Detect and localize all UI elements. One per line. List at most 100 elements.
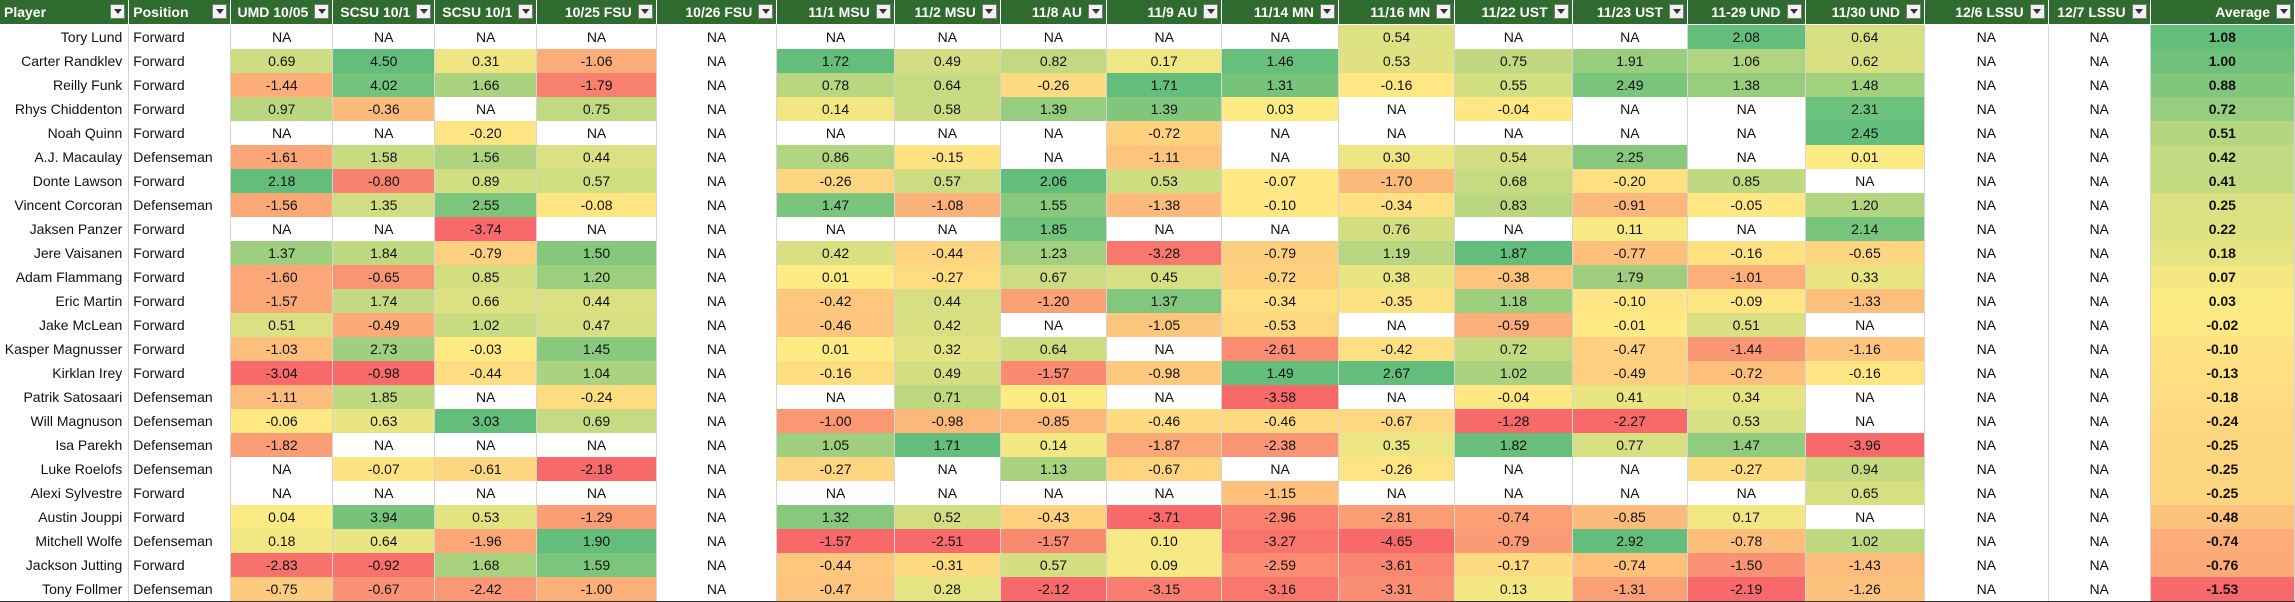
- score-cell[interactable]: 1.58: [332, 145, 436, 169]
- average-cell[interactable]: 0.22: [2150, 217, 2295, 241]
- player-cell[interactable]: Alexi Sylvestre: [0, 481, 130, 505]
- score-cell[interactable]: -1.43: [1805, 553, 1926, 577]
- score-cell[interactable]: -0.65: [332, 265, 436, 289]
- score-cell[interactable]: NA: [894, 24, 1001, 49]
- score-cell[interactable]: NA: [894, 121, 1001, 145]
- score-cell[interactable]: 0.64: [1805, 24, 1926, 49]
- score-cell[interactable]: -1.44: [1687, 337, 1806, 361]
- score-cell[interactable]: 1.82: [1454, 433, 1573, 457]
- score-cell[interactable]: NA: [1805, 409, 1926, 433]
- score-cell[interactable]: 2.08: [1687, 24, 1806, 49]
- position-cell[interactable]: Forward: [128, 121, 232, 145]
- score-cell[interactable]: 1.02: [434, 313, 538, 337]
- score-cell[interactable]: NA: [2048, 409, 2151, 433]
- score-cell[interactable]: NA: [230, 121, 334, 145]
- score-cell[interactable]: -0.03: [434, 337, 538, 361]
- score-cell[interactable]: 1.18: [1454, 289, 1573, 313]
- score-cell[interactable]: NA: [1221, 145, 1339, 169]
- score-cell[interactable]: 0.77: [1572, 433, 1689, 457]
- score-cell[interactable]: 1.47: [1687, 433, 1806, 457]
- score-cell[interactable]: 0.35: [1338, 433, 1456, 457]
- score-cell[interactable]: NA: [776, 24, 895, 49]
- score-cell[interactable]: -1.79: [536, 73, 657, 97]
- score-cell[interactable]: -0.42: [776, 289, 895, 313]
- player-cell[interactable]: Luke Roelofs: [0, 457, 130, 481]
- score-cell[interactable]: 1.49: [1221, 361, 1339, 385]
- score-cell[interactable]: NA: [894, 481, 1001, 505]
- position-cell[interactable]: Forward: [128, 24, 232, 49]
- score-cell[interactable]: NA: [1338, 121, 1456, 145]
- score-cell[interactable]: 0.09: [1106, 553, 1223, 577]
- score-cell[interactable]: -0.46: [776, 313, 895, 337]
- average-cell[interactable]: -0.24: [2150, 409, 2295, 433]
- score-cell[interactable]: -1.00: [536, 577, 657, 602]
- score-cell[interactable]: 0.34: [1687, 385, 1806, 409]
- score-cell[interactable]: NA: [1221, 121, 1339, 145]
- score-cell[interactable]: 2.14: [1805, 217, 1926, 241]
- score-cell[interactable]: -1.11: [1106, 145, 1223, 169]
- score-cell[interactable]: -1.57: [1000, 529, 1108, 553]
- player-cell[interactable]: Tory Lund: [0, 24, 130, 49]
- score-cell[interactable]: NA: [2048, 49, 2151, 73]
- score-cell[interactable]: -0.43: [1000, 505, 1108, 529]
- score-cell[interactable]: NA: [2048, 337, 2151, 361]
- average-cell[interactable]: -0.48: [2150, 505, 2295, 529]
- score-cell[interactable]: 0.10: [1106, 529, 1223, 553]
- score-cell[interactable]: 1.20: [536, 265, 657, 289]
- position-cell[interactable]: Defenseman: [128, 385, 232, 409]
- score-cell[interactable]: 0.49: [894, 49, 1001, 73]
- score-cell[interactable]: -3.31: [1338, 577, 1456, 602]
- score-cell[interactable]: -3.96: [1805, 433, 1926, 457]
- score-cell[interactable]: NA: [656, 529, 778, 553]
- score-cell[interactable]: 1.68: [434, 553, 538, 577]
- score-cell[interactable]: NA: [1454, 24, 1573, 49]
- score-cell[interactable]: NA: [332, 24, 436, 49]
- score-cell[interactable]: -1.15: [1221, 481, 1339, 505]
- score-cell[interactable]: 1.71: [1106, 73, 1223, 97]
- score-cell[interactable]: NA: [1924, 409, 2049, 433]
- score-cell[interactable]: NA: [2048, 553, 2151, 577]
- score-cell[interactable]: 2.49: [1572, 73, 1689, 97]
- score-cell[interactable]: -0.26: [1338, 457, 1456, 481]
- score-cell[interactable]: 0.38: [1338, 265, 1456, 289]
- score-cell[interactable]: 1.04: [536, 361, 657, 385]
- score-cell[interactable]: 0.32: [894, 337, 1001, 361]
- position-cell[interactable]: Defenseman: [128, 433, 232, 457]
- score-cell[interactable]: -1.38: [1106, 193, 1223, 217]
- score-cell[interactable]: 0.53: [434, 505, 538, 529]
- score-cell[interactable]: NA: [656, 433, 778, 457]
- score-cell[interactable]: -1.82: [230, 433, 334, 457]
- score-cell[interactable]: -0.44: [434, 361, 538, 385]
- score-cell[interactable]: NA: [1338, 313, 1456, 337]
- score-cell[interactable]: 2.67: [1338, 361, 1456, 385]
- average-cell[interactable]: -0.25: [2150, 481, 2295, 505]
- score-cell[interactable]: NA: [1000, 313, 1108, 337]
- score-cell[interactable]: -0.10: [1572, 289, 1689, 313]
- score-cell[interactable]: -2.38: [1221, 433, 1339, 457]
- score-cell[interactable]: NA: [1221, 24, 1339, 49]
- score-cell[interactable]: NA: [656, 49, 778, 73]
- filter-dropdown-icon[interactable]: [758, 4, 774, 19]
- score-cell[interactable]: 0.97: [230, 97, 334, 121]
- score-cell[interactable]: 0.53: [1106, 169, 1223, 193]
- score-cell[interactable]: -3.61: [1338, 553, 1456, 577]
- score-cell[interactable]: 0.01: [776, 337, 895, 361]
- score-cell[interactable]: NA: [656, 217, 778, 241]
- score-cell[interactable]: -0.04: [1454, 385, 1573, 409]
- score-cell[interactable]: 1.59: [536, 553, 657, 577]
- player-cell[interactable]: Eric Martin: [0, 289, 130, 313]
- score-cell[interactable]: NA: [1924, 169, 2049, 193]
- score-cell[interactable]: NA: [656, 337, 778, 361]
- score-cell[interactable]: 0.01: [1805, 145, 1926, 169]
- score-cell[interactable]: NA: [1687, 121, 1806, 145]
- score-cell[interactable]: NA: [1924, 505, 2049, 529]
- score-cell[interactable]: -0.92: [332, 553, 436, 577]
- score-cell[interactable]: NA: [1924, 577, 2049, 602]
- score-cell[interactable]: 4.02: [332, 73, 436, 97]
- score-cell[interactable]: 0.30: [1338, 145, 1456, 169]
- score-cell[interactable]: NA: [230, 24, 334, 49]
- score-cell[interactable]: 3.94: [332, 505, 436, 529]
- score-cell[interactable]: NA: [2048, 24, 2151, 49]
- average-cell[interactable]: 0.25: [2150, 193, 2295, 217]
- score-cell[interactable]: 0.83: [1454, 193, 1573, 217]
